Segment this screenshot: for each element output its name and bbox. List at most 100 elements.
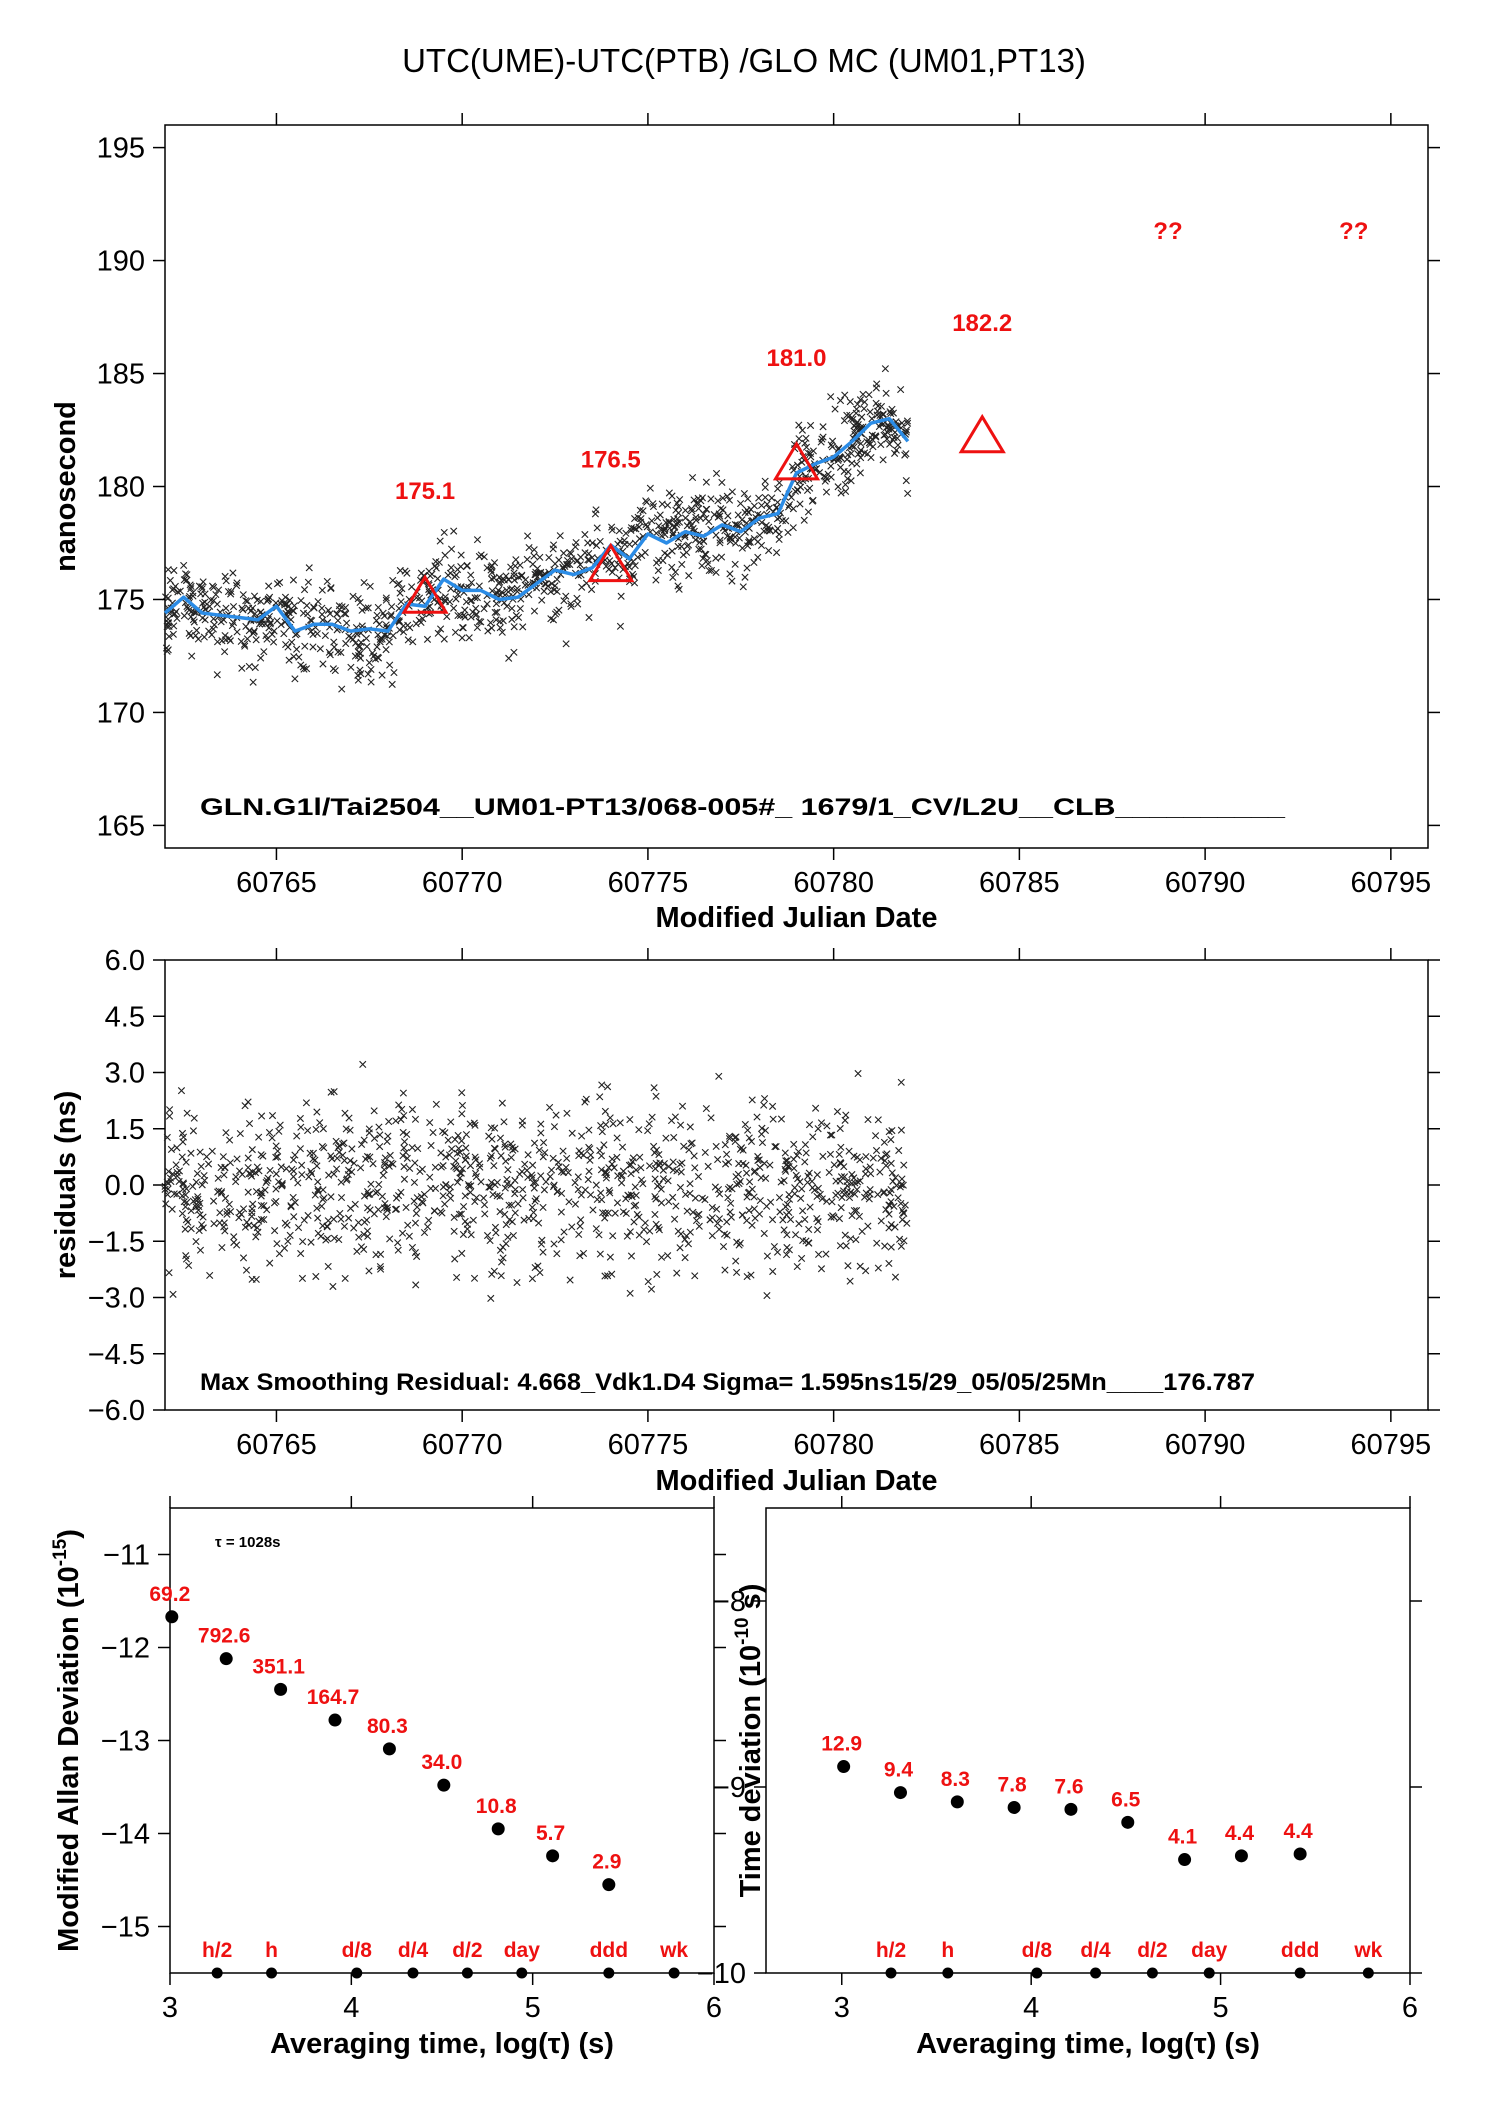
data-point: [327, 1193, 335, 1201]
data-point: [880, 1138, 888, 1146]
data-point: [164, 1185, 172, 1193]
data-point: [602, 1878, 616, 1892]
data-point: [403, 569, 411, 577]
data-point: [549, 616, 558, 624]
data-point-label: 2.9: [592, 1851, 621, 1874]
data-point: [199, 1213, 207, 1221]
data-point: [734, 511, 742, 519]
data-point: [1007, 1800, 1021, 1814]
data-point: [766, 1161, 774, 1169]
data-point: [434, 575, 442, 583]
data-point: [375, 1180, 383, 1188]
data-point: [804, 449, 813, 457]
data-point: [161, 1185, 169, 1193]
data-point: [397, 1188, 405, 1196]
data-point: [725, 496, 734, 504]
data-point: [200, 603, 208, 611]
data-point: [388, 680, 396, 688]
data-point: [174, 588, 182, 596]
data-point: [501, 1210, 509, 1218]
data-point: [500, 1118, 508, 1126]
data-point: [222, 1129, 230, 1137]
data-point: [774, 524, 782, 533]
y-tick-label: −8: [713, 1586, 746, 1618]
data-point: [341, 1274, 349, 1283]
data-point: [208, 1147, 216, 1155]
data-point: [761, 477, 769, 485]
plot-time-deviation: 12.99.4 8.3 7.8 7.66.54.1 4.4 4.4h/2 h d/8 d/4 d/…: [697, 1496, 1422, 2060]
time-mark-dot: [1203, 1967, 1215, 1979]
data-point: [382, 594, 390, 602]
data-point: [717, 553, 726, 561]
data-point: [243, 1218, 251, 1226]
data-point: [180, 612, 188, 620]
data-point: [1178, 1853, 1192, 1867]
data-point: [255, 1167, 263, 1175]
data-point: [647, 1285, 656, 1293]
data-point: [550, 1240, 558, 1248]
data-point: [568, 1129, 576, 1137]
data-point: [891, 1223, 899, 1231]
data-point: [443, 612, 451, 621]
data-point: [501, 1143, 509, 1151]
data-point: [505, 1201, 513, 1209]
data-point: [340, 1156, 349, 1165]
data-point: [650, 1084, 658, 1092]
y-tick-label: 4.5: [105, 1001, 145, 1033]
data-point: [723, 1218, 731, 1226]
data-point: [852, 1236, 860, 1244]
data-point: [408, 1143, 416, 1152]
data-point: [185, 1261, 193, 1270]
data-point: [836, 396, 845, 405]
data-point: [731, 1137, 739, 1146]
data-point: [228, 621, 236, 630]
data-point: [225, 1200, 233, 1208]
data-point: [683, 1207, 691, 1215]
data-point: [584, 556, 592, 564]
data-point: [294, 1224, 303, 1232]
data-point: [832, 1177, 840, 1185]
data-point: [664, 1252, 672, 1260]
time-mark-dot: [1031, 1967, 1043, 1979]
data-point: [846, 411, 854, 419]
data-point: [546, 1849, 560, 1863]
data-point: [745, 1206, 753, 1215]
data-point: [272, 1185, 280, 1193]
data-point: [602, 1174, 610, 1182]
data-point: [798, 426, 807, 434]
data-point: [411, 1159, 419, 1167]
data-point: [853, 400, 862, 408]
data-point: [349, 592, 357, 600]
data-point: [342, 610, 350, 618]
data-point: [252, 1187, 261, 1196]
data-point: [346, 1126, 354, 1134]
data-point: [229, 603, 238, 611]
data-point: [692, 499, 700, 507]
data-point: [276, 1121, 284, 1129]
data-point: [889, 1177, 897, 1185]
data-point: [354, 595, 362, 603]
data-point: [557, 1208, 565, 1216]
data-point: [179, 1179, 187, 1187]
data-point: [741, 508, 749, 517]
data-point: [274, 1178, 283, 1186]
scatter-points: [161, 1060, 911, 1302]
data-point: [486, 619, 495, 627]
data-point: [822, 488, 831, 496]
data-point: [532, 568, 540, 576]
data-point: [644, 1127, 652, 1135]
time-mark-label: d/8: [1022, 1939, 1053, 1962]
data-point: [830, 1161, 838, 1169]
data-point: [886, 440, 894, 448]
data-point: [735, 1179, 743, 1188]
x-tick-label: 60770: [422, 867, 503, 899]
data-point: [553, 1250, 561, 1258]
data-point: [674, 502, 683, 511]
data-point: [814, 1184, 822, 1192]
data-point: [579, 1151, 588, 1159]
data-point: [886, 1189, 894, 1197]
data-point: [162, 1200, 170, 1208]
data-point: [332, 1137, 340, 1145]
data-point: [744, 542, 752, 550]
y-tick-label: −15: [101, 1912, 150, 1944]
